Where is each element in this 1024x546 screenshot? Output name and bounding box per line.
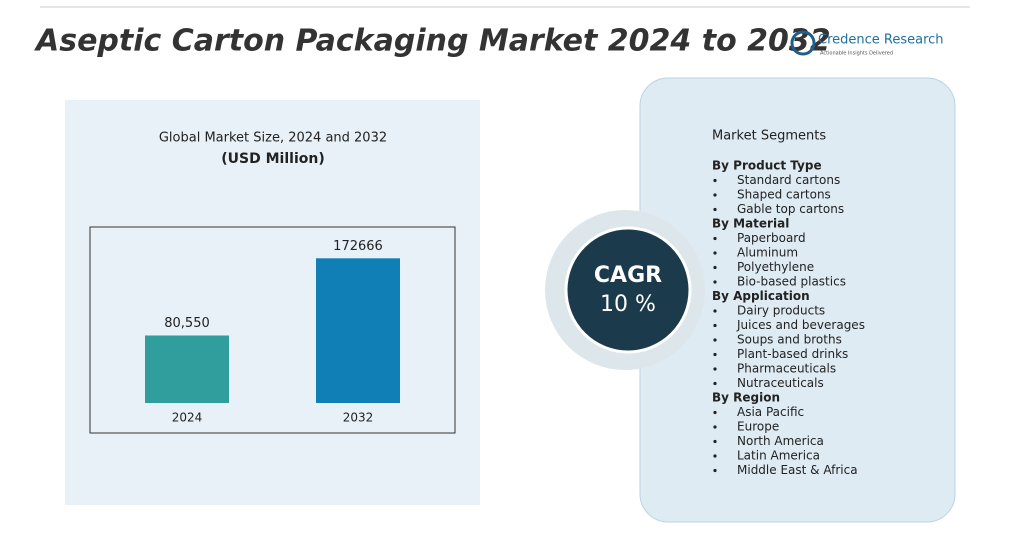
segment-item: Bio-based plastics — [737, 275, 846, 289]
segment-item: Nutraceuticals — [737, 376, 824, 390]
bullet — [713, 280, 717, 284]
segment-item: Gable top cartons — [737, 202, 844, 216]
bullet — [713, 265, 717, 270]
cagr-badge — [564, 226, 692, 354]
segment-item: Dairy products — [737, 304, 825, 318]
chart-title: Global Market Size, 2024 and 2032 — [159, 131, 387, 146]
cagr-label: CAGR — [594, 263, 662, 288]
bullet — [713, 251, 717, 255]
bar — [316, 258, 400, 403]
segment-item: Asia Pacific — [737, 405, 804, 419]
bullet — [713, 439, 717, 444]
segment-item: Soups and broths — [737, 333, 842, 347]
tagline: Actionable Insights Delivered — [820, 51, 893, 57]
bullet — [713, 454, 717, 458]
bullet — [713, 425, 717, 429]
chart-panel — [65, 100, 480, 505]
bullet — [713, 236, 717, 241]
bullet — [713, 323, 717, 328]
segment-item: Polyethylene — [737, 260, 814, 274]
bullet — [713, 410, 717, 415]
segment-group: By Application — [712, 289, 810, 303]
value-label: 80,550 — [164, 316, 210, 331]
segment-item: Shaped cartons — [737, 188, 831, 202]
segment-group: By Material — [712, 217, 789, 231]
bullet — [713, 468, 717, 473]
bullet — [713, 309, 717, 313]
bullet — [713, 193, 717, 197]
segment-item: Europe — [737, 420, 779, 434]
segment-item: Latin America — [737, 449, 820, 463]
segment-item: Standard cartons — [737, 173, 840, 187]
logo: Credence Research Actionable Insights De… — [790, 30, 944, 57]
x-tick-label: 2032 — [343, 411, 374, 425]
bullet — [713, 207, 717, 212]
brand: Credence Research — [818, 33, 944, 48]
segment-item: Juices and beverages — [736, 318, 865, 332]
bullet — [713, 338, 717, 342]
plot-frame — [89, 226, 456, 434]
chart-subtitle: (USD Million) — [221, 151, 324, 167]
page-title: Aseptic Carton Packaging Market 2024 to … — [34, 24, 831, 59]
segment-item: Pharmaceuticals — [737, 362, 836, 376]
value-label: 172666 — [333, 239, 383, 254]
bullet — [713, 381, 717, 386]
bullet — [713, 178, 717, 183]
x-tick-label: 2024 — [172, 411, 203, 425]
bar — [145, 335, 229, 403]
segment-item: Paperboard — [737, 231, 806, 245]
segment-item: North America — [737, 434, 824, 448]
segment-item: Aluminum — [737, 246, 798, 260]
segment-item: Middle East & Africa — [737, 463, 858, 477]
logo-icon — [790, 30, 816, 56]
segment-group: By Region — [712, 391, 780, 405]
bullet — [713, 352, 717, 357]
cagr-value: 10 % — [600, 292, 656, 317]
bullet — [713, 367, 717, 371]
segment-group: By Product Type — [712, 159, 822, 173]
segments-title: Market Segments — [712, 129, 826, 144]
segment-item: Plant-based drinks — [737, 347, 848, 361]
